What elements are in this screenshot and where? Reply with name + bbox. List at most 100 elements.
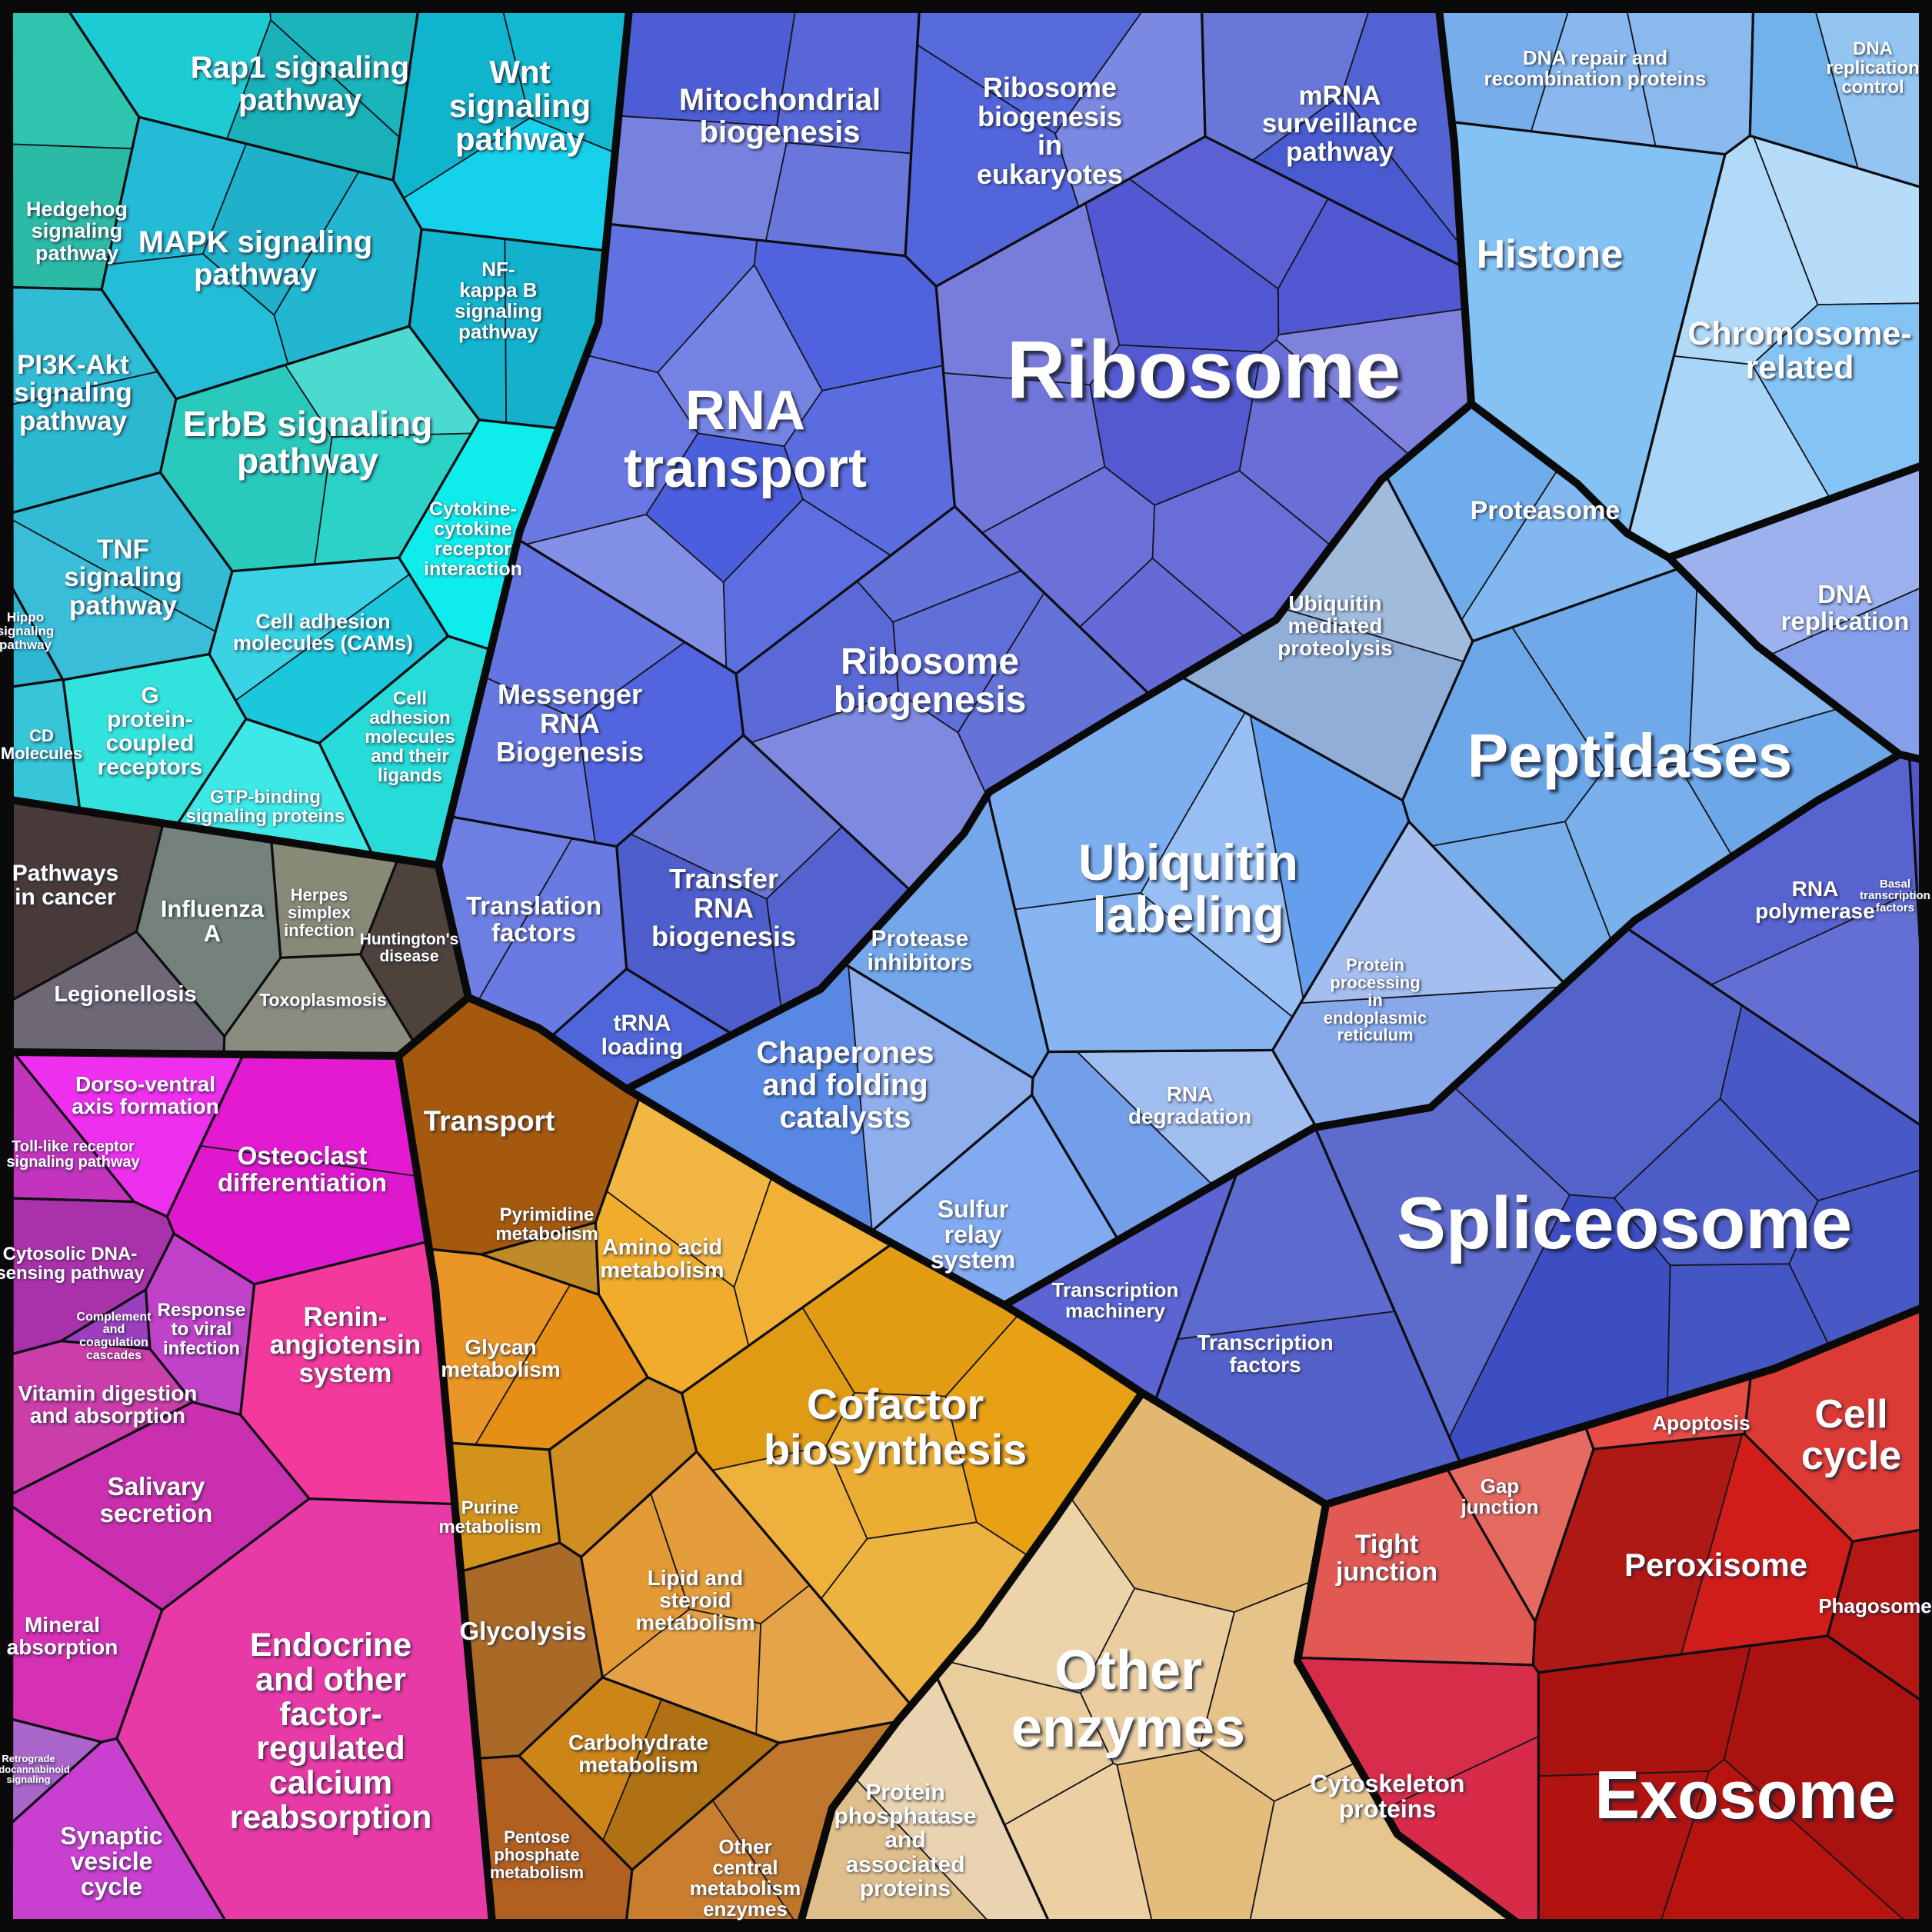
svg-text:Histone: Histone: [1478, 235, 1625, 279]
svg-text:Cytosolic DNA-sensing pathway: Cytosolic DNA-sensing pathway: [0, 1244, 145, 1284]
svg-text:Exosome: Exosome: [1594, 1757, 1895, 1833]
svg-text:Phagosome: Phagosome: [1820, 1596, 1932, 1619]
svg-text:Glycolysis: Glycolysis: [459, 1617, 586, 1645]
svg-text:Phagosome: Phagosome: [1818, 1594, 1931, 1617]
svg-text:Ribosome: Ribosome: [1011, 328, 1404, 419]
svg-text:Toxoplasmosis: Toxoplasmosis: [259, 990, 387, 1010]
svg-text:Exosome: Exosome: [1597, 1760, 1898, 1836]
svg-text:Proteasome: Proteasome: [1471, 496, 1621, 525]
svg-text:Chromosome-related: Chromosome-related: [1689, 317, 1913, 388]
svg-text:Peroxisome: Peroxisome: [1626, 1548, 1809, 1584]
svg-text:Legionellosis: Legionellosis: [55, 984, 197, 1008]
svg-text:Peptidases: Peptidases: [1471, 724, 1795, 793]
svg-text:Chromosome-related: Chromosome-related: [1687, 315, 1911, 386]
svg-text:Retrogradeendocannabinoidsigna: Retrogradeendocannabinoidsignaling: [0, 1753, 70, 1785]
svg-text:Spliceosome: Spliceosome: [1397, 1182, 1852, 1264]
svg-text:Peroxisome: Peroxisome: [1624, 1547, 1807, 1583]
svg-text:Ribosome: Ribosome: [1007, 325, 1401, 415]
